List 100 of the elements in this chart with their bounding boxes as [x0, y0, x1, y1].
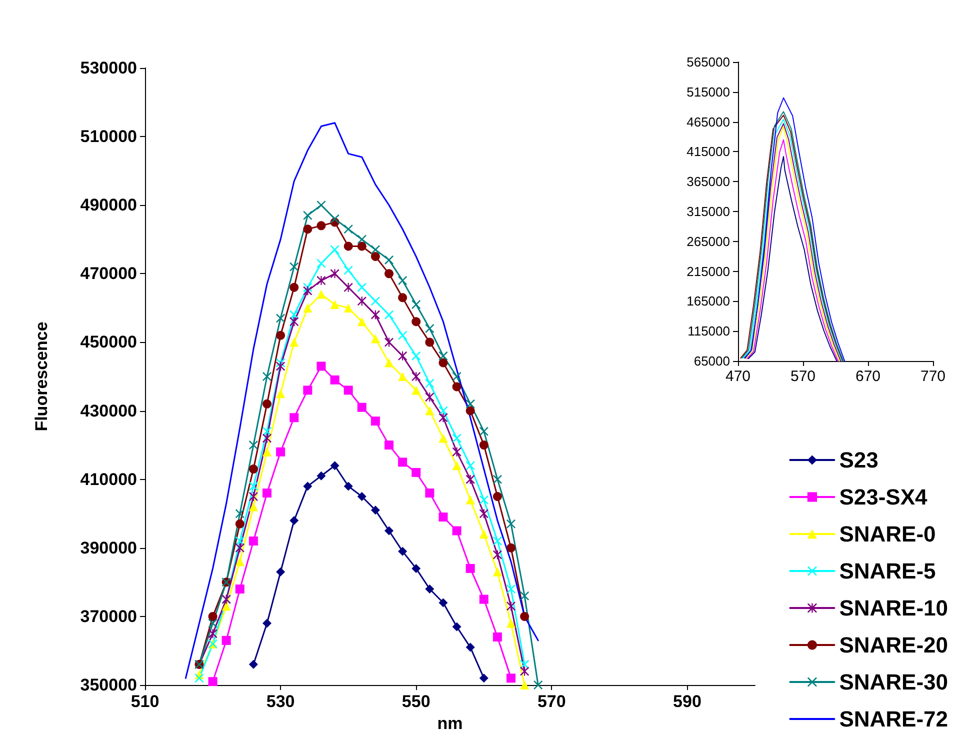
- point: [479, 674, 488, 683]
- point: [452, 526, 462, 536]
- point: [357, 296, 366, 306]
- point: [276, 567, 286, 576]
- legend-label: SNARE-20: [839, 632, 948, 658]
- x-tick-label: 550: [402, 692, 430, 711]
- point: [276, 447, 286, 456]
- point: [194, 674, 204, 683]
- point: [370, 506, 380, 515]
- point: [452, 622, 462, 632]
- point: [466, 399, 475, 408]
- y-tick-label: 465000: [686, 114, 730, 130]
- point: [276, 314, 286, 323]
- point: [398, 458, 408, 467]
- y-tick-label: 530000: [80, 58, 137, 78]
- point: [506, 602, 516, 611]
- legend-label: SNARE-5: [839, 558, 936, 584]
- point: [222, 602, 231, 611]
- point: [344, 386, 353, 395]
- point: [276, 389, 286, 398]
- point: [370, 334, 380, 344]
- y-tick-label: 115000: [688, 324, 730, 339]
- point: [370, 416, 380, 426]
- point: [412, 372, 421, 381]
- point: [235, 584, 244, 594]
- point: [370, 252, 380, 262]
- y-tick-label: 65000: [694, 354, 730, 368]
- point: [412, 386, 421, 395]
- legend-label: SNARE-30: [839, 670, 948, 694]
- point: [425, 488, 434, 498]
- point: [438, 512, 448, 522]
- point: [303, 286, 312, 296]
- point: [316, 290, 326, 299]
- point: [357, 402, 366, 412]
- point: [316, 471, 326, 480]
- y-tick-label: 370000: [80, 606, 137, 626]
- point: [412, 468, 421, 477]
- x-tick-label: 590: [673, 692, 702, 711]
- y-tick-label: 365000: [686, 174, 730, 190]
- point: [492, 632, 502, 642]
- point: [384, 526, 394, 536]
- point: [290, 516, 299, 525]
- point: [357, 492, 366, 501]
- point: [520, 612, 530, 621]
- y-tick-label: 470000: [80, 264, 137, 284]
- point: [222, 636, 231, 645]
- point: [452, 447, 462, 456]
- point: [316, 221, 326, 230]
- x-tick-label: 530: [266, 692, 295, 711]
- y-tick-label: 415000: [686, 144, 730, 160]
- point: [262, 447, 272, 456]
- y-tick-label: 450000: [80, 332, 137, 352]
- point: [208, 612, 218, 621]
- point: [330, 269, 340, 278]
- point: [370, 245, 380, 254]
- point: [425, 378, 434, 388]
- point: [506, 674, 516, 683]
- point: [479, 440, 488, 450]
- point: [235, 543, 244, 552]
- point: [466, 642, 475, 652]
- point: [398, 546, 408, 556]
- point: [438, 358, 448, 368]
- point: [276, 330, 286, 340]
- y-tick-label: 490000: [80, 196, 137, 215]
- point: [384, 338, 394, 347]
- point: [370, 310, 380, 320]
- point: [316, 276, 326, 286]
- point: [520, 591, 530, 600]
- point: [452, 461, 462, 470]
- point: [357, 282, 366, 292]
- point: [276, 362, 286, 371]
- point: [466, 474, 475, 484]
- point: [344, 303, 353, 312]
- point: [330, 375, 340, 384]
- point: [398, 372, 408, 381]
- point: [492, 567, 502, 576]
- legend-label: SNARE-0: [839, 522, 936, 546]
- point: [303, 224, 312, 234]
- point: [290, 338, 299, 347]
- point: [208, 629, 218, 638]
- point: [466, 495, 475, 504]
- point: [438, 598, 448, 608]
- line-series: [184, 122, 539, 679]
- y-tick-label: 565000: [686, 54, 730, 70]
- point: [248, 502, 258, 512]
- point: [492, 550, 502, 560]
- point: [235, 519, 244, 528]
- x-tick-label: 470: [725, 368, 751, 385]
- legend-label: S23-SX4: [839, 484, 928, 510]
- point: [303, 482, 312, 491]
- point: [452, 372, 462, 381]
- point: [316, 258, 326, 268]
- point: [384, 310, 394, 320]
- point: [425, 338, 434, 347]
- point: [479, 509, 488, 518]
- point: [425, 392, 434, 402]
- point: [357, 242, 366, 251]
- point: [357, 234, 366, 244]
- point: [290, 282, 299, 292]
- point: [412, 317, 421, 326]
